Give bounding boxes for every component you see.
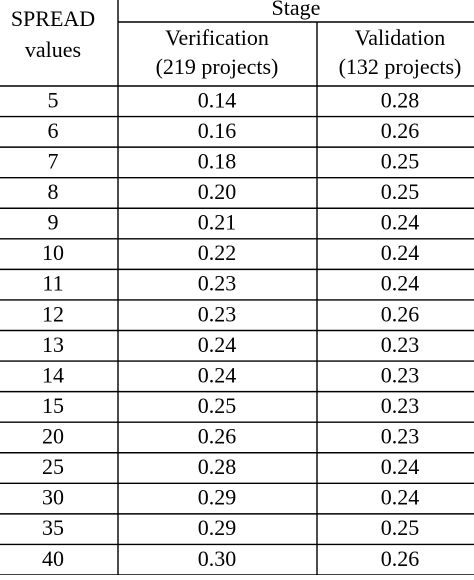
cell: 15: [42, 393, 64, 418]
cell: 20: [42, 424, 64, 449]
cell: 9: [48, 210, 59, 235]
cell: 0.26: [381, 546, 420, 571]
header-cell: (219 projects): [156, 54, 279, 79]
cell: 13: [42, 332, 64, 357]
cell: 40: [42, 546, 64, 571]
group-header: Stage: [272, 0, 321, 20]
cell: 0.14: [198, 87, 237, 112]
header-cell: Verification: [165, 25, 269, 50]
cell: 0.28: [381, 87, 420, 112]
cell: 0.28: [198, 454, 237, 479]
cell: 0.21: [198, 210, 237, 235]
cell: 0.24: [381, 454, 420, 479]
cell: 35: [42, 515, 64, 540]
cell: 8: [48, 179, 59, 204]
cell: 0.23: [381, 332, 420, 357]
cell: 0.26: [381, 118, 420, 143]
cell: 0.24: [381, 271, 420, 296]
cell: 0.26: [198, 424, 237, 449]
cell: 0.23: [381, 393, 420, 418]
cell: 0.26: [381, 301, 420, 326]
cell: 0.30: [198, 546, 237, 571]
cell: 0.24: [381, 240, 420, 265]
header-cell: Validation: [355, 25, 445, 50]
cell: 10: [42, 240, 64, 265]
cell: 11: [42, 271, 63, 296]
cell: 0.24: [381, 210, 420, 235]
cell: 0.23: [198, 271, 237, 296]
cell: 0.22: [198, 240, 237, 265]
cell: 25: [42, 454, 64, 479]
cell: 0.23: [381, 362, 420, 387]
cell: 30: [42, 485, 64, 510]
cell: 0.24: [198, 332, 237, 357]
cell: 0.24: [198, 362, 237, 387]
cell: 0.25: [198, 393, 237, 418]
cell: 0.25: [381, 515, 420, 540]
header-cell: values: [25, 37, 81, 62]
cell: 0.24: [381, 485, 420, 510]
cell: 5: [48, 87, 59, 112]
cell: 0.25: [381, 179, 420, 204]
cell: 7: [48, 148, 59, 173]
cell: 0.20: [198, 179, 237, 204]
header-cell: (132 projects): [339, 54, 462, 79]
cell: 0.16: [198, 118, 237, 143]
cell: 0.25: [381, 148, 420, 173]
cell: 0.29: [198, 515, 237, 540]
cell: 0.23: [381, 424, 420, 449]
cell: 0.18: [198, 148, 237, 173]
cell: 0.29: [198, 485, 237, 510]
header-cell: SPREAD: [11, 6, 95, 31]
cell: 12: [42, 301, 64, 326]
cell: 6: [48, 118, 59, 143]
cell: 14: [42, 362, 64, 387]
cell: 0.23: [198, 301, 237, 326]
